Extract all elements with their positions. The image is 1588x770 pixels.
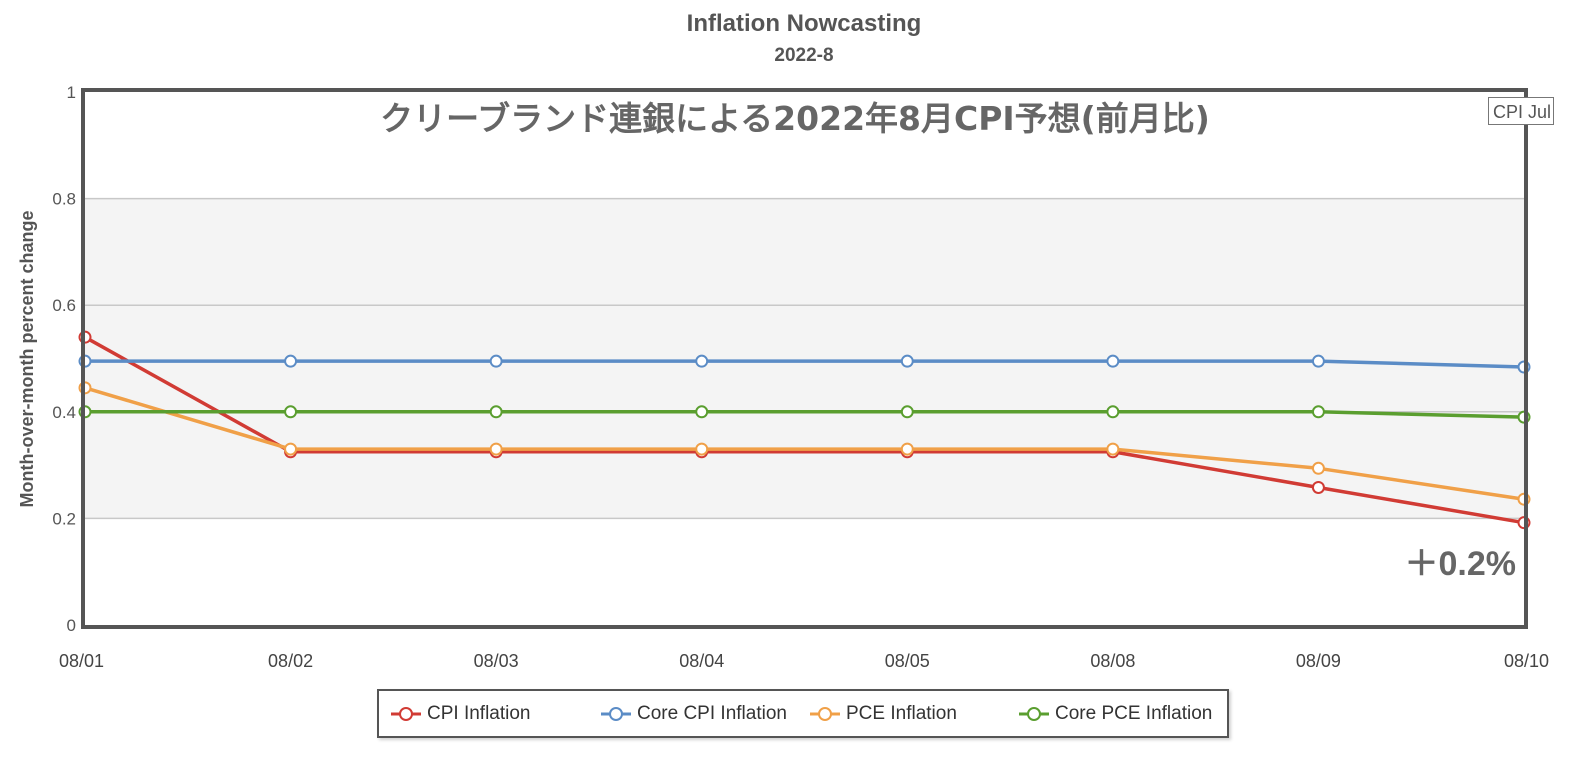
legend-item-pce[interactable]: PCE Inflation (810, 691, 957, 736)
legend: CPI Inflation Core CPI Inflation PCE Inf… (377, 689, 1229, 738)
data-point[interactable] (900, 354, 914, 368)
x-tick-label: 08/04 (679, 651, 724, 671)
chart-overlay-heading: クリーブランド連銀による2022年8月CPI予想(前月比) (380, 99, 1210, 138)
data-point[interactable] (489, 354, 503, 368)
x-tick-label: 08/09 (1296, 651, 1341, 671)
series-core-cpi-inflation[interactable] (78, 354, 1531, 374)
cpi-release-callout[interactable]: CPI Jul (1488, 97, 1554, 125)
series-line (85, 410, 1525, 419)
legend-label-core-pce: Core PCE Inflation (1055, 702, 1213, 724)
data-point[interactable] (900, 442, 914, 456)
data-point[interactable] (284, 405, 298, 419)
data-point[interactable] (695, 354, 709, 368)
data-point[interactable] (900, 405, 914, 419)
value-annotation: ＋0.2% (1405, 545, 1517, 583)
x-tick-label: 08/01 (59, 651, 104, 671)
chart-title: Inflation Nowcasting (686, 10, 922, 37)
x-tick-label: 08/10 (1504, 651, 1549, 671)
legend-marker-pce-icon (810, 706, 840, 721)
data-point[interactable] (284, 354, 298, 368)
data-point[interactable] (695, 405, 709, 419)
legend-marker-core-pce-icon (1019, 706, 1049, 721)
y-tick-label: 0.4 (52, 403, 76, 422)
x-axis-ticks: 08/01 08/02 08/03 08/04 08/05 08/08 08/09 08/10 (59, 651, 1549, 671)
data-point[interactable] (1311, 405, 1325, 419)
legend-label-core-cpi: Core CPI Inflation (637, 702, 787, 724)
legend-marker-core-cpi-icon (601, 706, 631, 721)
legend-item-core-pce[interactable]: Core PCE Inflation (1019, 691, 1212, 736)
y-tick-label: 0.6 (52, 296, 76, 315)
data-point[interactable] (1311, 354, 1325, 368)
y-tick-label: 1 (67, 83, 76, 102)
data-point[interactable] (489, 442, 503, 456)
data-point[interactable] (1311, 480, 1325, 494)
x-tick-label: 08/05 (885, 651, 930, 671)
series-line (84, 386, 1525, 501)
y-tick-label: 0.2 (52, 509, 76, 528)
x-tick-label: 08/03 (474, 651, 519, 671)
x-tick-label: 08/08 (1090, 651, 1135, 671)
y-axis-ticks: 0 0.2 0.4 0.6 0.8 1 (52, 83, 76, 635)
legend-label-pce: PCE Inflation (846, 702, 957, 724)
series-line (84, 335, 1525, 525)
x-tick-label: 08/02 (268, 651, 313, 671)
data-point[interactable] (1311, 461, 1325, 475)
data-point[interactable] (1106, 405, 1120, 419)
line-chart: 0 0.2 0.4 0.6 0.8 1 08/01 08/02 08/03 08/04 08/05… (17, 83, 1549, 671)
y-tick-label: 0.8 (52, 190, 76, 209)
plot-shaded-band (85, 198, 1524, 519)
data-point[interactable] (1106, 442, 1120, 456)
legend-label-cpi: CPI Inflation (427, 702, 531, 724)
legend-item-cpi[interactable]: CPI Inflation (391, 691, 531, 736)
data-point[interactable] (284, 442, 298, 456)
plot-border (81, 88, 1528, 629)
chart-subtitle: 2022-8 (774, 45, 834, 66)
series-line (85, 359, 1525, 369)
y-tick-label: 0 (67, 616, 76, 635)
data-point[interactable] (695, 442, 709, 456)
legend-marker-cpi-icon (391, 706, 421, 721)
data-point[interactable] (489, 405, 503, 419)
data-point[interactable] (1106, 354, 1120, 368)
y-axis-label: Month-over-month percent change (17, 210, 37, 507)
legend-item-core-cpi[interactable]: Core CPI Inflation (601, 691, 787, 736)
